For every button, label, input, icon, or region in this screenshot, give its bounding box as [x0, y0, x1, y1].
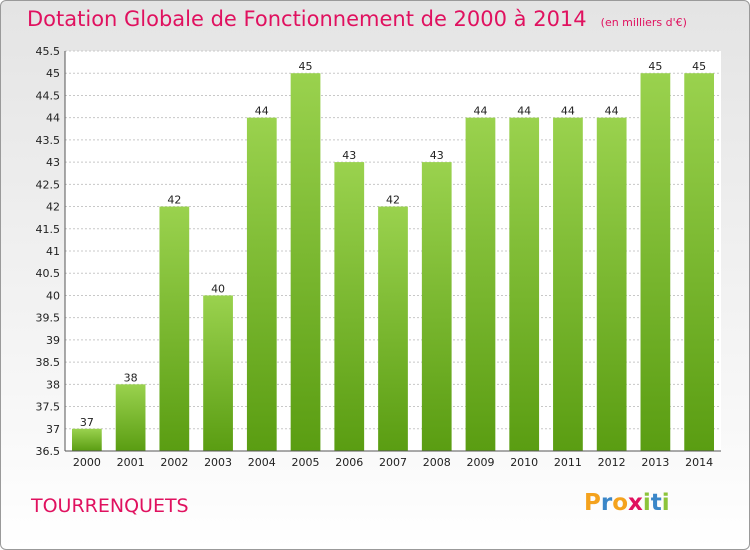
- y-tick-label: 40.5: [36, 267, 61, 280]
- x-tick-label: 2001: [117, 456, 145, 469]
- logo-letter: i: [642, 490, 651, 516]
- y-tick-label: 45.5: [36, 45, 61, 58]
- bar: [203, 295, 233, 451]
- logo-letter: r: [600, 490, 613, 516]
- chart-subtitle: (en milliers d'€): [600, 16, 687, 29]
- y-tick-label: 36.5: [36, 445, 61, 458]
- bar: [290, 73, 321, 451]
- y-tick-label: 41.5: [36, 223, 61, 236]
- bar: [71, 428, 102, 451]
- proxiti-logo[interactable]: Proxiti: [584, 490, 670, 516]
- x-tick-label: 2010: [510, 456, 538, 469]
- data-label: 45: [692, 60, 706, 73]
- y-tick-label: 44.5: [36, 89, 61, 102]
- x-tick-label: 2000: [73, 456, 101, 469]
- bar: [334, 162, 365, 451]
- x-tick-label: 2011: [554, 456, 582, 469]
- data-label: 42: [386, 194, 400, 207]
- y-tick-label: 37.5: [36, 401, 61, 414]
- data-label: 44: [561, 105, 575, 118]
- chart-title: Dotation Globale de Fonctionnement de 20…: [27, 7, 587, 31]
- x-tick-label: 2005: [292, 456, 320, 469]
- x-tick-label: 2014: [685, 456, 713, 469]
- bar: [465, 117, 496, 452]
- x-tick-label: 2008: [423, 456, 451, 469]
- x-tick-label: 2006: [335, 456, 363, 469]
- y-tick-label: 42.5: [36, 178, 61, 191]
- bar: [115, 384, 146, 451]
- y-tick-label: 39.5: [36, 312, 61, 325]
- data-label: 38: [124, 371, 138, 384]
- data-label: 45: [299, 60, 313, 73]
- y-tick-label: 45: [46, 67, 60, 80]
- bar: [159, 206, 190, 451]
- y-tick-label: 41: [46, 245, 60, 258]
- bar: [421, 162, 452, 451]
- y-tick-label: 44: [46, 112, 60, 125]
- y-tick-label: 38: [46, 378, 60, 391]
- bar: [246, 117, 277, 452]
- logo-letter: P: [584, 490, 601, 516]
- logo-letter: i: [661, 490, 670, 516]
- x-tick-label: 2003: [204, 456, 232, 469]
- y-tick-label: 37: [46, 423, 60, 436]
- commune-name: TOURRENQUETS: [31, 495, 189, 517]
- x-tick-label: 2013: [641, 456, 669, 469]
- y-tick-label: 43: [46, 156, 60, 169]
- data-label: 45: [648, 60, 662, 73]
- logo-letter: t: [650, 490, 662, 516]
- bar: [509, 117, 540, 452]
- data-label: 43: [430, 149, 444, 162]
- y-tick-label: 40: [46, 289, 60, 302]
- data-label: 44: [517, 105, 531, 118]
- logo-letter: o: [612, 490, 629, 516]
- bar: [378, 206, 408, 451]
- data-label: 43: [342, 149, 356, 162]
- data-label: 44: [473, 105, 487, 118]
- x-tick-label: 2002: [160, 456, 188, 469]
- bar: [684, 73, 715, 451]
- bar: [596, 117, 627, 452]
- data-label: 44: [605, 105, 619, 118]
- data-label: 44: [255, 105, 269, 118]
- bar: [640, 73, 671, 451]
- y-tick-label: 39: [46, 334, 60, 347]
- data-label: 37: [80, 416, 94, 429]
- title-row: Dotation Globale de Fonctionnement de 20…: [27, 7, 687, 31]
- y-tick-label: 43.5: [36, 134, 61, 147]
- bar: [553, 117, 583, 452]
- data-label: 42: [167, 194, 181, 207]
- x-tick-label: 2004: [248, 456, 276, 469]
- x-tick-label: 2009: [466, 456, 494, 469]
- data-label: 40: [211, 282, 225, 295]
- y-tick-label: 42: [46, 201, 60, 214]
- y-tick-label: 38.5: [36, 356, 61, 369]
- logo-letter: x: [628, 490, 643, 516]
- x-tick-label: 2012: [598, 456, 626, 469]
- x-tick-label: 2007: [379, 456, 407, 469]
